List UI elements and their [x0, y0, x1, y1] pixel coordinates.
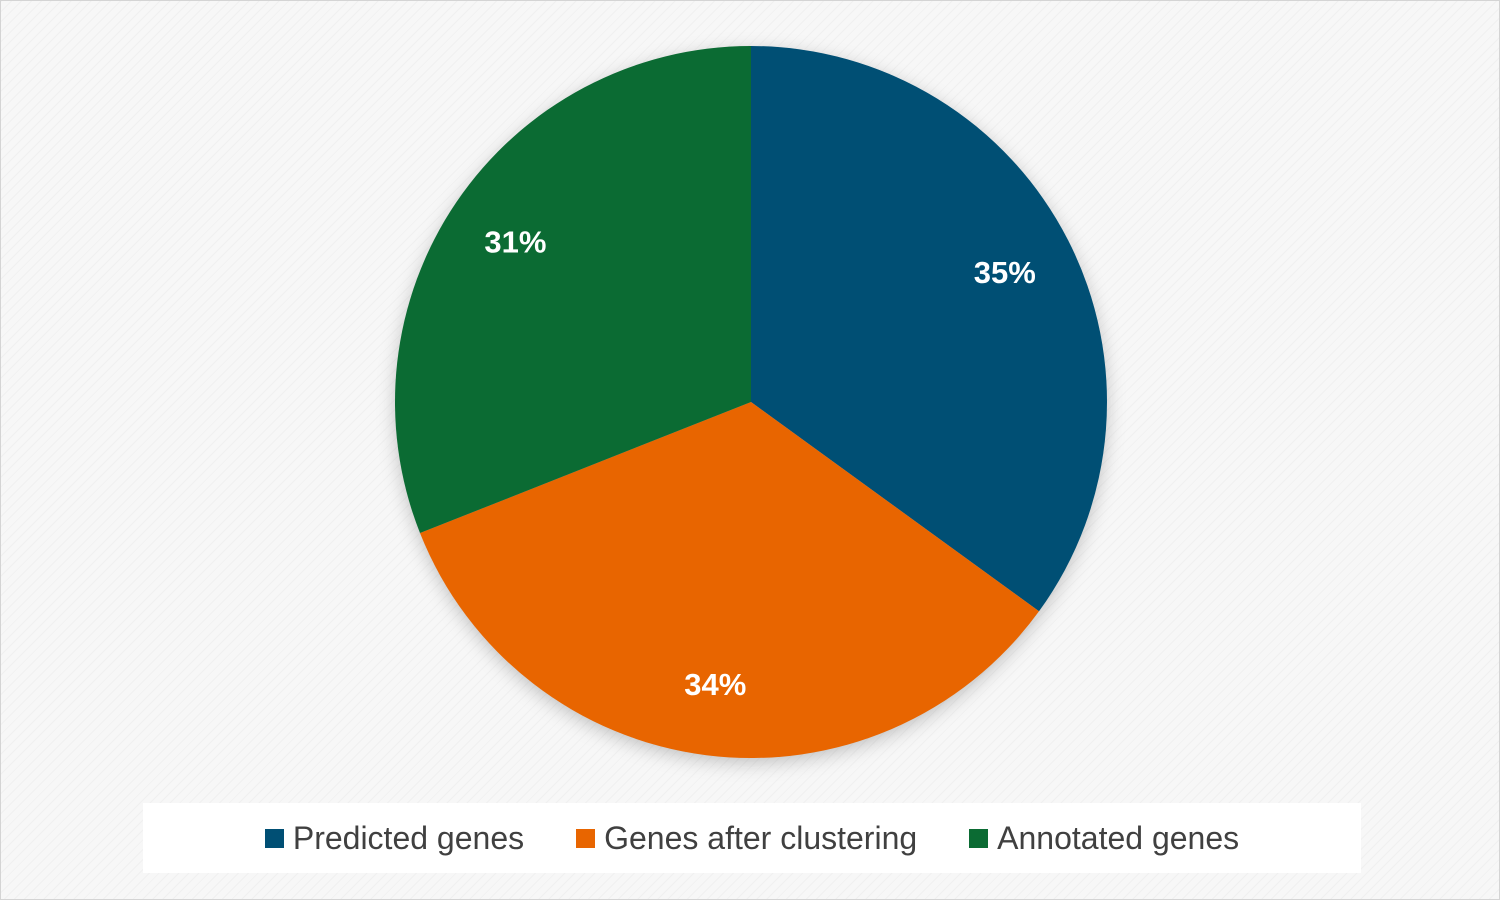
legend-item-predicted-genes: Predicted genes — [264, 819, 525, 857]
legend-label-predicted-genes: Predicted genes — [292, 819, 525, 856]
legend-swatch-predicted-genes — [264, 828, 284, 848]
data-label-genes-after-clustering: 34% — [684, 667, 746, 702]
legend: Predicted genes Genes after clustering A… — [143, 803, 1361, 873]
pie-slice-predicted-genes — [751, 46, 1107, 612]
pie-slice-genes-after-clustering — [419, 402, 1040, 758]
legend-swatch-annotated-genes — [969, 828, 989, 848]
pie-slice-annotated-genes — [395, 46, 751, 534]
legend-label-annotated-genes: Annotated genes — [997, 819, 1240, 856]
legend-label-genes-after-clustering: Genes after clustering — [604, 819, 918, 856]
legend-item-genes-after-clustering: Genes after clustering — [576, 820, 917, 857]
legend-item-annotated-genes: Annotated genes — [969, 820, 1239, 857]
data-label-annotated-genes: 31% — [484, 224, 546, 259]
legend-swatch-genes-after-clustering — [576, 828, 596, 848]
data-label-predicted-genes: 35% — [974, 255, 1036, 290]
